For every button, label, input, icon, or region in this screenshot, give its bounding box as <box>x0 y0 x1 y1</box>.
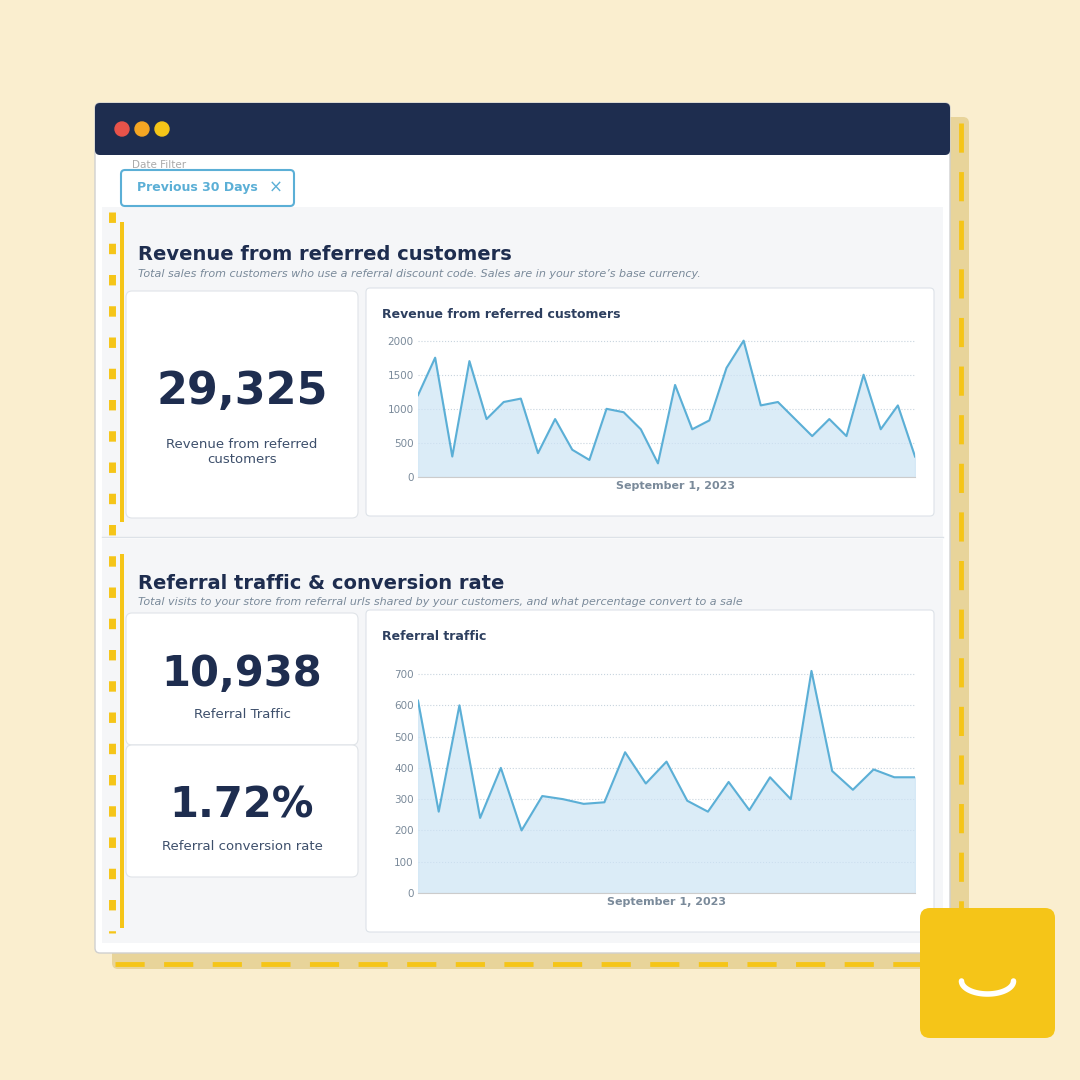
FancyBboxPatch shape <box>121 170 294 206</box>
Bar <box>102 539 943 943</box>
Text: ×: × <box>269 179 283 197</box>
Text: Revenue from referred customers: Revenue from referred customers <box>138 245 512 264</box>
Text: Total visits to your store from referral urls shared by your customers, and what: Total visits to your store from referral… <box>138 597 743 607</box>
FancyBboxPatch shape <box>126 745 357 877</box>
Text: Date Filter: Date Filter <box>132 160 186 170</box>
FancyBboxPatch shape <box>112 117 969 969</box>
FancyBboxPatch shape <box>95 103 950 953</box>
Text: Revenue from referred
customers: Revenue from referred customers <box>166 438 318 465</box>
Text: 29,325: 29,325 <box>157 370 327 414</box>
Bar <box>100 108 945 150</box>
Text: Referral traffic: Referral traffic <box>382 630 486 643</box>
Text: Revenue from referred customers: Revenue from referred customers <box>382 308 621 321</box>
Text: 1.72%: 1.72% <box>170 785 314 827</box>
Bar <box>120 554 124 928</box>
FancyBboxPatch shape <box>126 291 357 518</box>
Bar <box>102 207 943 537</box>
Text: Referral conversion rate: Referral conversion rate <box>162 839 323 852</box>
Text: Referral Traffic: Referral Traffic <box>193 707 291 720</box>
Circle shape <box>114 122 129 136</box>
Circle shape <box>156 122 168 136</box>
FancyBboxPatch shape <box>920 908 1055 1038</box>
Text: Previous 30 Days: Previous 30 Days <box>137 181 258 194</box>
Bar <box>120 222 124 522</box>
Text: Referral traffic & conversion rate: Referral traffic & conversion rate <box>138 573 504 593</box>
FancyBboxPatch shape <box>95 103 950 156</box>
Text: Total sales from customers who use a referral discount code. Sales are in your s: Total sales from customers who use a ref… <box>138 269 701 279</box>
FancyBboxPatch shape <box>366 610 934 932</box>
Text: 10,938: 10,938 <box>162 653 322 696</box>
Circle shape <box>135 122 149 136</box>
FancyBboxPatch shape <box>126 613 357 745</box>
FancyBboxPatch shape <box>366 288 934 516</box>
